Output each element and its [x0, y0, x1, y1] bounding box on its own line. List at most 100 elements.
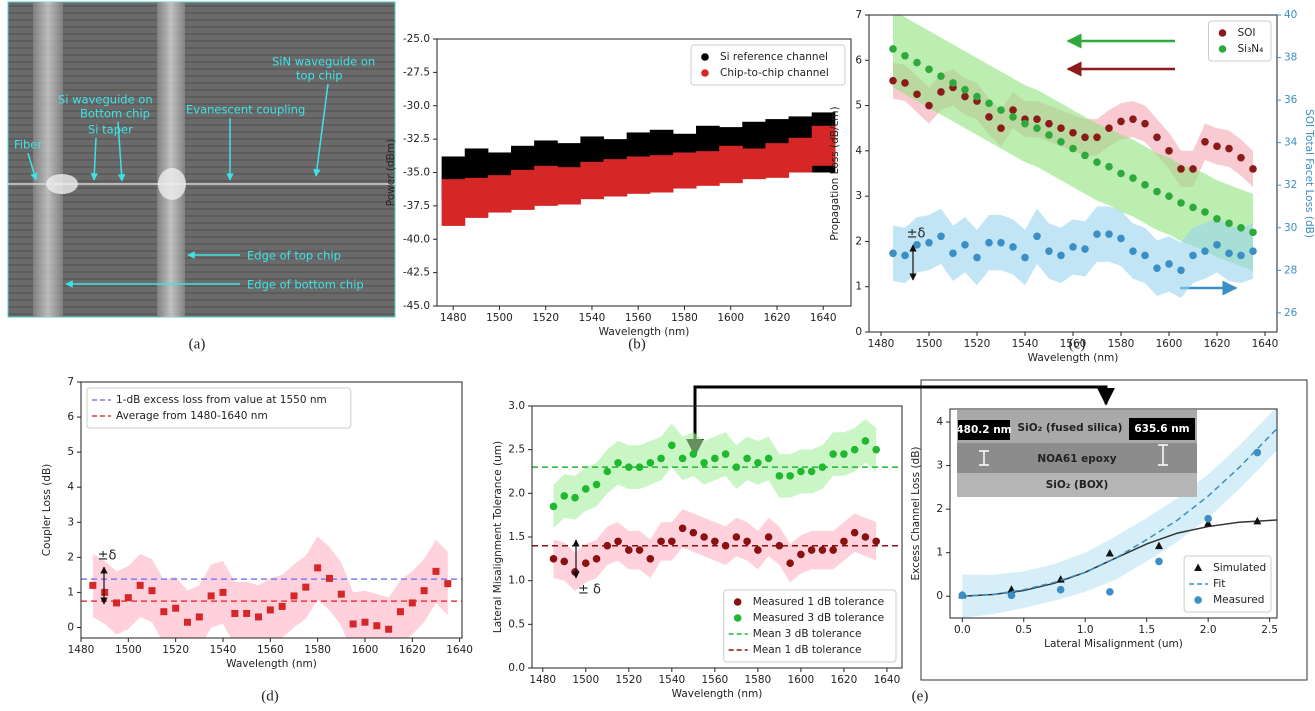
x-tick-label: 1600: [352, 644, 379, 656]
marker-circle: [1153, 133, 1161, 142]
micrograph: Fiber Si taper Si waveguide on Bottom ch…: [7, 1, 396, 318]
marker-circle: [949, 79, 957, 87]
legend: Si reference channel Chip-to-chip channel: [690, 44, 846, 86]
marker-circle: [889, 45, 897, 53]
marker-circle: [925, 65, 933, 74]
y2-tick-label: 32: [1284, 179, 1297, 191]
marker-circle: [743, 454, 751, 463]
y-tick-label: 7: [855, 9, 862, 21]
marker-circle: [1165, 260, 1173, 268]
legend-box: [86, 387, 352, 429]
legend-marker: [733, 598, 742, 606]
marker-circle: [1033, 124, 1041, 133]
caption: (c): [1069, 336, 1086, 352]
marker-circle: [925, 238, 933, 247]
inset-image: 480.2 nm SiO₂ (fused silica) 635.6 nm NO…: [956, 410, 1197, 497]
marker-circle: [997, 238, 1005, 247]
y-tick-label: 6: [855, 54, 862, 66]
line: [962, 428, 1277, 597]
y-tick-label: -32.5: [403, 133, 430, 145]
legend-label: Mean 1 dB tolerance: [753, 644, 862, 656]
marker-circle: [1117, 169, 1125, 178]
marker-circle: [786, 472, 794, 480]
x-tick-label: 1500: [916, 338, 943, 350]
marker-circle: [807, 467, 816, 476]
marker-circle: [721, 450, 730, 458]
marker-circle: [711, 454, 719, 463]
error-band: [893, 206, 1253, 298]
marker-square: [385, 625, 393, 633]
y-tick-label: 4: [855, 145, 862, 157]
inset-layer: [957, 443, 1197, 473]
marker-circle: [1165, 192, 1173, 200]
x-tick-label: 1520: [964, 338, 991, 350]
marker-circle: [913, 240, 921, 249]
x-tick-label: 1480: [529, 674, 556, 686]
y-tick-label: 2: [936, 503, 943, 515]
marker-square: [432, 567, 440, 575]
x-tick-label: 0.5: [1015, 624, 1032, 636]
micro-label: Edge of top chip: [247, 249, 341, 263]
y-tick-label: 7: [67, 376, 74, 388]
x-tick-label: 1620: [1204, 338, 1231, 350]
x-tick-label: 1500: [115, 644, 142, 656]
marker-circle: [997, 106, 1005, 114]
legend-label: Mean 3 dB tolerance: [753, 628, 862, 640]
plot-area: [532, 419, 902, 592]
noise-band: [464, 177, 489, 218]
marker-square: [136, 581, 144, 589]
inset-label: 635.6 nm: [1134, 423, 1189, 435]
marker-square: [243, 609, 251, 617]
micro-label: Si taper: [88, 123, 133, 137]
marker-circle: [1225, 249, 1233, 258]
y-tick-label: 1.0: [508, 575, 525, 587]
marker-circle: [657, 454, 665, 463]
marker-circle: [1201, 247, 1209, 255]
marker-circle: [861, 437, 870, 445]
y-tick-label: 3: [855, 190, 862, 202]
marker-circle: [549, 502, 558, 511]
x-tick-label: 1580: [671, 312, 698, 324]
x-tick-label: 1.5: [1138, 624, 1155, 636]
marker-square: [349, 620, 357, 628]
y-tick-label: -27.5: [403, 66, 430, 78]
caption: (e): [912, 688, 929, 704]
legend-marker: [733, 614, 742, 622]
marker-triangle: [1056, 575, 1065, 583]
noise-band: [672, 152, 697, 189]
legend-label: Si₃N₄: [1238, 43, 1264, 55]
noise-band: [696, 151, 720, 186]
marker-circle: [889, 249, 897, 258]
marker-circle: [1069, 144, 1077, 153]
marker-circle: [625, 463, 633, 471]
micrograph-image: [7, 1, 396, 318]
micro-label: Si waveguide on: [58, 93, 153, 107]
inset-label: SiO₂ (BOX): [1046, 479, 1109, 491]
error-band: [893, 15, 1253, 271]
marker-circle: [1021, 253, 1029, 262]
marker-circle: [1069, 128, 1077, 137]
x-tick-label: 1580: [304, 644, 331, 656]
legend-label: Measured 3 dB tolerance: [753, 612, 884, 624]
marker-circle: [571, 568, 579, 576]
y-tick-label: -45.0: [403, 300, 430, 312]
marker-circle: [797, 550, 805, 559]
label-arrow: [27, 152, 38, 181]
marker-circle: [1213, 240, 1221, 249]
marker-circle: [1129, 174, 1137, 182]
marker-circle: [1081, 245, 1089, 253]
marker-circle: [1237, 224, 1245, 232]
legend-marker: [701, 53, 709, 61]
marker-triangle: [1204, 519, 1213, 527]
legend-marker: [1194, 563, 1203, 571]
x-tick-label: 1600: [717, 312, 744, 324]
marker-circle: [754, 546, 762, 554]
marker-circle: [775, 472, 784, 480]
legend-label: Measured: [1213, 594, 1264, 606]
marker-circle: [961, 85, 969, 94]
marker-square: [361, 618, 369, 626]
marker-circle: [1177, 165, 1185, 173]
marker-circle: [901, 251, 909, 260]
x-tick-label: 1580: [745, 674, 772, 686]
marker-circle: [1105, 124, 1113, 133]
